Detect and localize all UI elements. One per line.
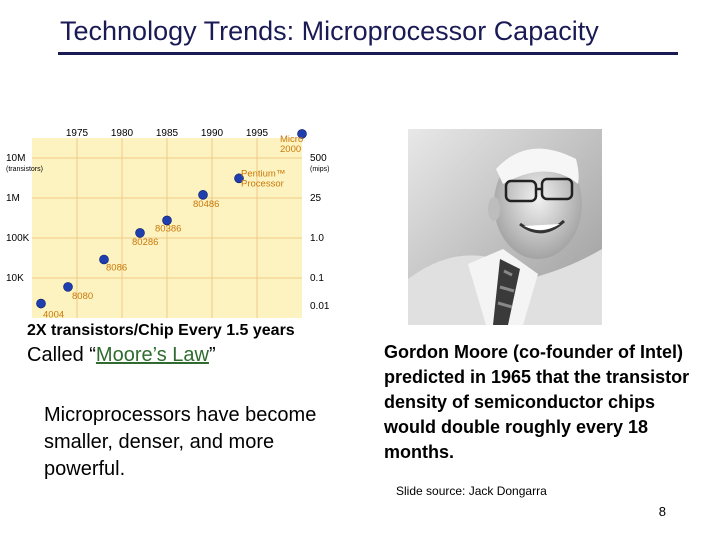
data-point xyxy=(36,298,46,309)
microprocessors-text: Microprocessors have become smaller, den… xyxy=(44,404,317,480)
data-point-label: 80386 xyxy=(155,223,181,234)
y-left-tick-label: 10M xyxy=(6,153,25,164)
gordon-moore-photo xyxy=(408,129,602,325)
data-point-label: Micro xyxy=(280,134,303,145)
data-point-label: Pentium™ xyxy=(241,168,285,179)
data-point xyxy=(198,190,208,200)
page-number: 8 xyxy=(658,504,666,519)
y-right-unit: (mips) xyxy=(310,166,329,173)
portrait-icon xyxy=(408,129,602,325)
y-left-tick-label: 100K xyxy=(6,233,30,244)
data-point xyxy=(99,254,109,265)
data-point xyxy=(162,215,172,226)
moores-law-chart: 1975 1980 1985 1990 1995 10M 1M 100K 10K (transi… xyxy=(6,128,330,320)
called-suffix: ” xyxy=(208,344,216,366)
y-right-tick-label: 500 xyxy=(310,153,327,164)
data-point-label: 8086 xyxy=(106,263,127,274)
x-tick-label: 1995 xyxy=(246,128,269,139)
doubling-caption: 2X transistors/Chip Every 1.5 years xyxy=(27,322,295,339)
data-point xyxy=(135,228,145,238)
data-point xyxy=(297,129,307,139)
data-point-label: 8080 xyxy=(72,291,93,302)
moores-law-link[interactable]: Moore’s Law xyxy=(95,344,209,366)
x-tick-label: 1990 xyxy=(201,128,224,139)
y-right-tick-label: 0.1 xyxy=(310,273,324,284)
data-point xyxy=(234,173,244,184)
called-prefix: Called “ xyxy=(27,344,96,366)
x-tick-label: 1975 xyxy=(66,128,89,139)
y-right-tick-label: 25 xyxy=(310,193,322,204)
y-left-tick-label: 10K xyxy=(6,273,24,284)
data-point-label: 80486 xyxy=(193,199,219,210)
y-right-tick-label: 1.0 xyxy=(310,233,324,244)
x-tick-label: 1985 xyxy=(156,128,179,139)
y-left-unit: (transistors) xyxy=(6,166,43,173)
title-underline xyxy=(58,52,678,55)
x-tick-label: 1980 xyxy=(111,128,134,139)
data-point-label: 2000 xyxy=(280,144,301,155)
data-point-label: 80286 xyxy=(132,237,158,248)
y-left-tick-label: 1M xyxy=(6,193,20,204)
data-point xyxy=(63,282,73,292)
moore-prediction-text: Gordon Moore (co-founder of Intel) predi… xyxy=(384,342,690,462)
data-point-label: Processor xyxy=(241,178,284,189)
slide-title: Technology Trends: Microprocessor Capaci… xyxy=(60,16,599,46)
y-right-tick-label: 0.01 xyxy=(310,301,330,312)
moores-law-line: Called “Moore’s Law” xyxy=(27,344,357,367)
data-point-label: 4004 xyxy=(43,310,64,320)
slide-source: Slide source: Jack Dongarra xyxy=(396,484,547,498)
